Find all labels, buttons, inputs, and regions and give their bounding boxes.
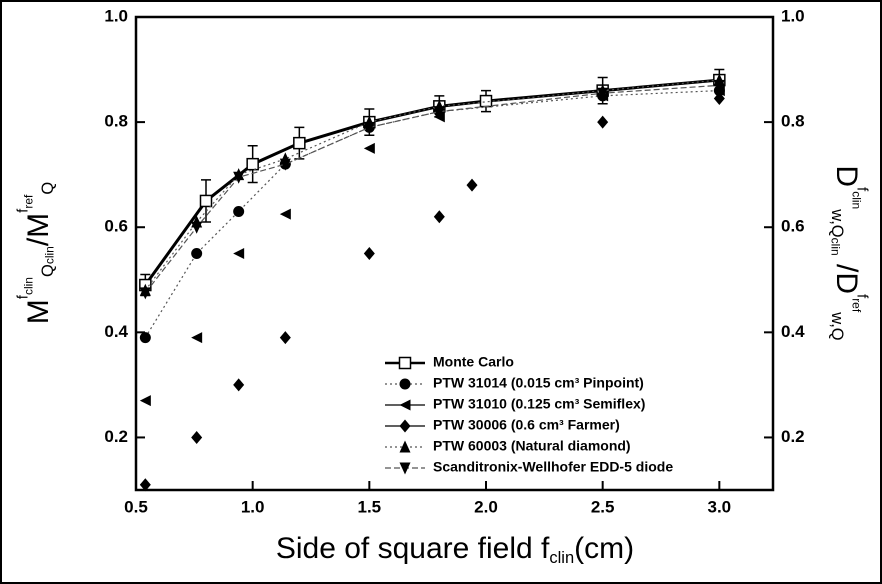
data-point [433,106,445,119]
series-line [144,78,720,286]
y-axis-label: MfclinQclin/MfrefQ [14,182,57,325]
y2-axis-label-part: f [854,294,871,299]
x-axis-label-part: clin [549,549,574,567]
data-point [233,171,245,184]
legend-label: PTW 30006 (0.6 cm³ Farmer) [433,417,620,433]
y-tick-label: 0.6 [104,217,128,236]
y-axis-label-part: f [14,208,31,213]
y-tick-label: 0.4 [104,322,128,341]
y2-tick-label: 0.6 [781,217,805,236]
y-axis-label-part: Q [39,264,57,277]
y2-axis-label: Dfclinw,Qclin /Dfrefw,Q [828,165,871,340]
x-axis-label-part: Side of square field f [276,532,550,565]
y2-tick-label: 1.0 [781,6,805,25]
y-tick-label: 0.2 [104,427,128,446]
data-point [233,205,245,217]
data-point [363,142,375,154]
x-tick-label: 2.0 [474,497,498,516]
x-tick-label: 3.0 [708,497,732,516]
data-point [191,332,203,344]
x-tick-label: 0.5 [124,497,148,516]
data-point [479,94,493,108]
data-point [713,91,725,105]
y-axis-label-part: clin [22,277,36,295]
y-axis-label-part: ref [22,194,36,209]
data-point [279,208,291,220]
data-point [466,178,478,192]
x-tick-label: 1.5 [358,497,382,516]
data-point [233,378,245,392]
data-point [246,157,259,171]
x-axis-label: Side of square field fclin(cm) [276,532,634,567]
legend-label: Scanditronix-Wellhofer EDD-5 diode [433,459,673,475]
legend-marker [399,419,411,433]
data-point [293,136,306,150]
y2-tick-label: 0.4 [781,322,805,341]
data-point [139,332,151,344]
y2-axis-label-part: ref [849,298,863,313]
y2-axis-label-part: w,Q [828,311,846,341]
data-point [191,430,203,444]
legend-label: PTW 31010 (0.125 cm³ Semiflex) [433,396,645,412]
data-point [139,287,151,300]
y2-tick-label: 0.8 [781,112,805,131]
data-point [139,478,151,492]
y-axis-label-part: f [14,294,31,299]
legend-label: PTW 60003 (Natural diamond) [433,438,631,454]
y-axis-label-part: Q [39,182,57,195]
data-point [279,158,291,171]
data-point [713,79,725,92]
legend-marker [399,399,411,411]
data-point [279,331,291,345]
x-tick-label: 2.5 [591,497,615,516]
series-line [144,84,720,294]
y-axis-label-part: /M [22,213,55,246]
y2-axis-label-part: /D [830,256,863,294]
y2-axis-label-part: f [854,187,871,192]
y-axis-label-part: M [22,299,55,324]
y-tick-label: 0.8 [104,112,128,131]
data-point [433,210,445,224]
data-point [199,194,213,208]
y2-axis-label-part: w,Q [828,208,846,238]
plot-frame [134,15,775,492]
x-tick-label: 1.0 [241,497,265,516]
data-point [363,121,375,134]
series-line [144,89,720,338]
y2-axis-label-part: clin [849,191,863,209]
legend-marker [399,440,411,453]
legend-label: Monte Carlo [433,354,514,370]
y2-axis-label-part: D [830,165,863,187]
y2-axis-label-part: clin [828,238,842,256]
data-point [191,221,203,234]
y2-tick-label: 0.2 [781,427,805,446]
data-point [233,248,245,259]
data-point [363,247,375,260]
x-axis-label-part: (cm) [574,532,634,565]
legend-label: PTW 31014 (0.015 cm³ Pinpoint) [433,375,644,391]
data-point [139,395,151,407]
series-line [144,79,720,291]
legend-marker [398,356,412,370]
data-point [597,115,609,129]
y-tick-label: 1.0 [104,6,128,25]
data-point [191,248,203,259]
data-point [597,87,609,100]
y-axis-label-part: clin [43,246,57,264]
legend-marker [399,462,411,475]
legend-marker [399,378,411,390]
